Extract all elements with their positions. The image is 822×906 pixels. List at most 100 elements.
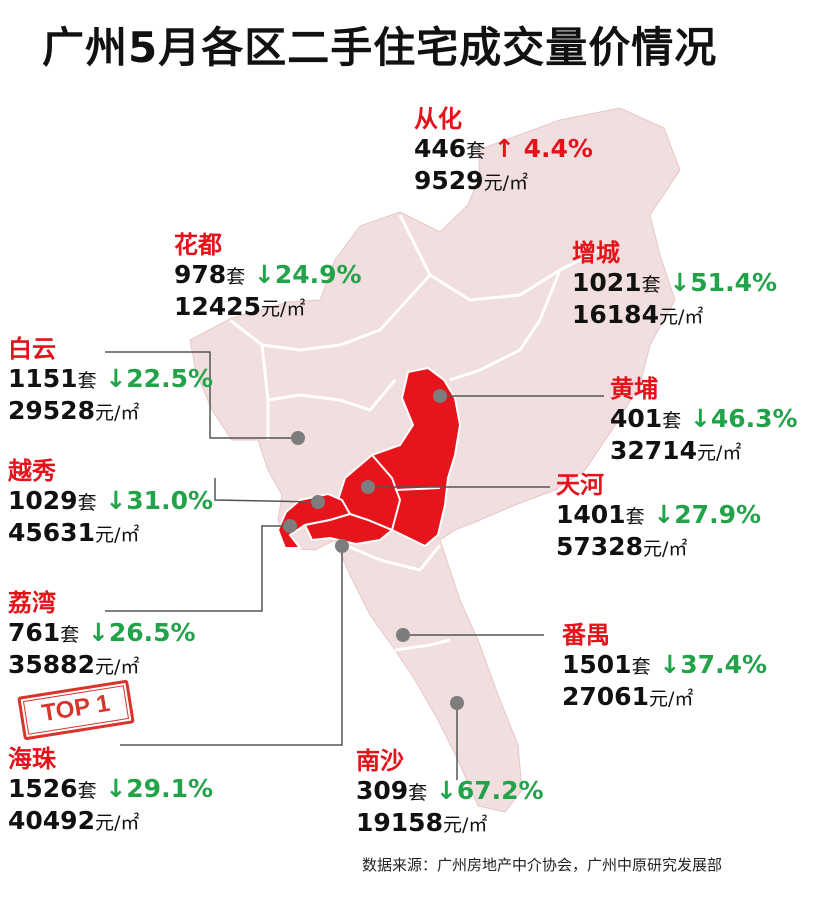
label-line: 32714元/㎡ <box>610 436 798 468</box>
label-line: 19158元/㎡ <box>356 808 544 840</box>
average-price: 元/㎡ <box>94 524 140 546</box>
district-label-liwan: 荔湾 761套 ↓26.5% 35882元/㎡ <box>8 588 196 682</box>
boundary-huadu <box>229 273 432 352</box>
average-price: 元/㎡ <box>94 402 140 424</box>
change-percent: 22.5% <box>126 364 214 393</box>
transaction-volume: 套 <box>77 492 97 514</box>
change-indicator: ↓31.0% <box>105 486 213 515</box>
change-percent: 26.5% <box>108 618 196 647</box>
average-price: 16184 <box>572 300 659 329</box>
district-name: 番禺 <box>562 621 610 649</box>
label-line: 1021套 ↓51.4% <box>572 268 777 300</box>
district-label-nansha: 南沙 309套 ↓67.2% 19158元/㎡ <box>356 746 544 840</box>
map-yuexiu-liwan <box>276 492 352 549</box>
average-price: 57328 <box>556 532 643 561</box>
average-price: 元/㎡ <box>260 298 306 320</box>
transaction-volume: 978 <box>174 260 227 289</box>
transaction-volume: 套 <box>408 782 428 804</box>
district-name: 荔湾 <box>8 589 56 617</box>
average-price: 12425 <box>174 292 261 321</box>
transaction-volume: 1401 <box>556 500 626 529</box>
change-arrow-icon: ↑ <box>493 134 515 163</box>
marker-huangpu <box>433 389 447 403</box>
boundary-conghua <box>398 214 601 302</box>
transaction-volume: 401 <box>610 404 663 433</box>
label-line: 761套 ↓26.5% <box>8 618 196 650</box>
change-indicator: ↓24.9% <box>254 260 362 289</box>
average-price: 元/㎡ <box>483 172 528 194</box>
district-label-conghua: 从化 446套 ↑ 4.4% 9529元/㎡ <box>414 104 593 198</box>
transaction-volume: 761 <box>8 618 61 647</box>
label-line: 29528元/㎡ <box>8 396 213 428</box>
leader-yuexiu <box>214 478 319 503</box>
change-arrow-icon: ↓ <box>669 268 691 297</box>
transaction-volume: 套 <box>631 656 651 678</box>
label-line: 1501套 ↓37.4% <box>562 650 767 682</box>
transaction-volume: 套 <box>77 780 97 802</box>
label-line: 1401套 ↓27.9% <box>556 500 761 532</box>
district-label-haizhu: 海珠 1526套 ↓29.1% 40492元/㎡ <box>8 744 213 838</box>
transaction-volume: 1501 <box>562 650 632 679</box>
change-percent: 27.9% <box>674 500 762 529</box>
district-name: 花都 <box>174 231 222 259</box>
district-name: 白云 <box>8 335 56 363</box>
average-price: 元/㎡ <box>648 688 694 710</box>
transaction-volume: 1029 <box>8 486 78 515</box>
district-name: 南沙 <box>356 747 404 775</box>
change-percent: 31.0% <box>126 486 214 515</box>
label-line: 40492元/㎡ <box>8 806 213 838</box>
transaction-volume: 套 <box>641 274 661 296</box>
change-indicator: ↓27.9% <box>653 500 761 529</box>
average-price: 元/㎡ <box>94 656 140 678</box>
average-price: 27061 <box>562 682 649 711</box>
district-label-panyu: 番禺 1501套 ↓37.4% 27061元/㎡ <box>562 620 767 714</box>
label-line: 16184元/㎡ <box>572 300 777 332</box>
label-line: 401套 ↓46.3% <box>610 404 798 436</box>
transaction-volume: 套 <box>226 266 246 288</box>
change-indicator: ↓51.4% <box>669 268 777 297</box>
district-name: 越秀 <box>8 457 56 485</box>
change-percent: 4.4% <box>523 134 593 163</box>
district-name: 黄埔 <box>610 375 658 403</box>
label-line: 45631元/㎡ <box>8 518 213 550</box>
transaction-volume: 446 <box>414 134 467 163</box>
label-line: 1029套 ↓31.0% <box>8 486 213 518</box>
average-price: 35882 <box>8 650 95 679</box>
average-price: 9529 <box>414 166 484 195</box>
district-label-zengcheng: 增城 1021套 ↓51.4% 16184元/㎡ <box>572 238 777 332</box>
label-line: 27061元/㎡ <box>562 682 767 714</box>
change-arrow-icon: ↓ <box>435 776 457 805</box>
change-arrow-icon: ↓ <box>105 774 127 803</box>
change-arrow-icon: ↓ <box>253 260 275 289</box>
district-name: 海珠 <box>8 745 56 773</box>
change-percent: 24.9% <box>274 260 362 289</box>
average-price: 40492 <box>8 806 95 835</box>
district-label-huangpu: 黄埔 401套 ↓46.3% 32714元/㎡ <box>610 374 798 468</box>
boundary-baiyun <box>260 344 397 440</box>
label-line: 309套 ↓67.2% <box>356 776 544 808</box>
label-line: 446套 ↑ 4.4% <box>414 134 593 166</box>
marker-yuexiu <box>311 495 325 509</box>
transaction-volume: 套 <box>625 506 645 528</box>
boundary-panyu <box>344 543 451 652</box>
change-indicator: ↓67.2% <box>436 776 544 805</box>
district-name: 增城 <box>572 239 620 267</box>
transaction-volume: 1151 <box>8 364 78 393</box>
district-label-baiyun: 白云 1151套 ↓22.5% 29528元/㎡ <box>8 334 213 428</box>
change-indicator: ↓29.1% <box>105 774 213 803</box>
transaction-volume: 套 <box>60 624 80 646</box>
change-percent: 67.2% <box>456 776 544 805</box>
change-indicator: ↓22.5% <box>105 364 213 393</box>
marker-liwan <box>283 519 297 533</box>
map-haizhu <box>303 512 394 546</box>
transaction-volume: 套 <box>662 410 682 432</box>
average-price: 元/㎡ <box>642 538 688 560</box>
average-price: 29528 <box>8 396 95 425</box>
label-line: 1526套 ↓29.1% <box>8 774 213 806</box>
marker-panyu <box>396 628 410 642</box>
change-percent: 46.3% <box>710 404 798 433</box>
change-indicator: ↓46.3% <box>690 404 798 433</box>
label-line: 9529元/㎡ <box>414 166 593 198</box>
transaction-volume: 1021 <box>572 268 642 297</box>
average-price: 元/㎡ <box>442 814 488 836</box>
